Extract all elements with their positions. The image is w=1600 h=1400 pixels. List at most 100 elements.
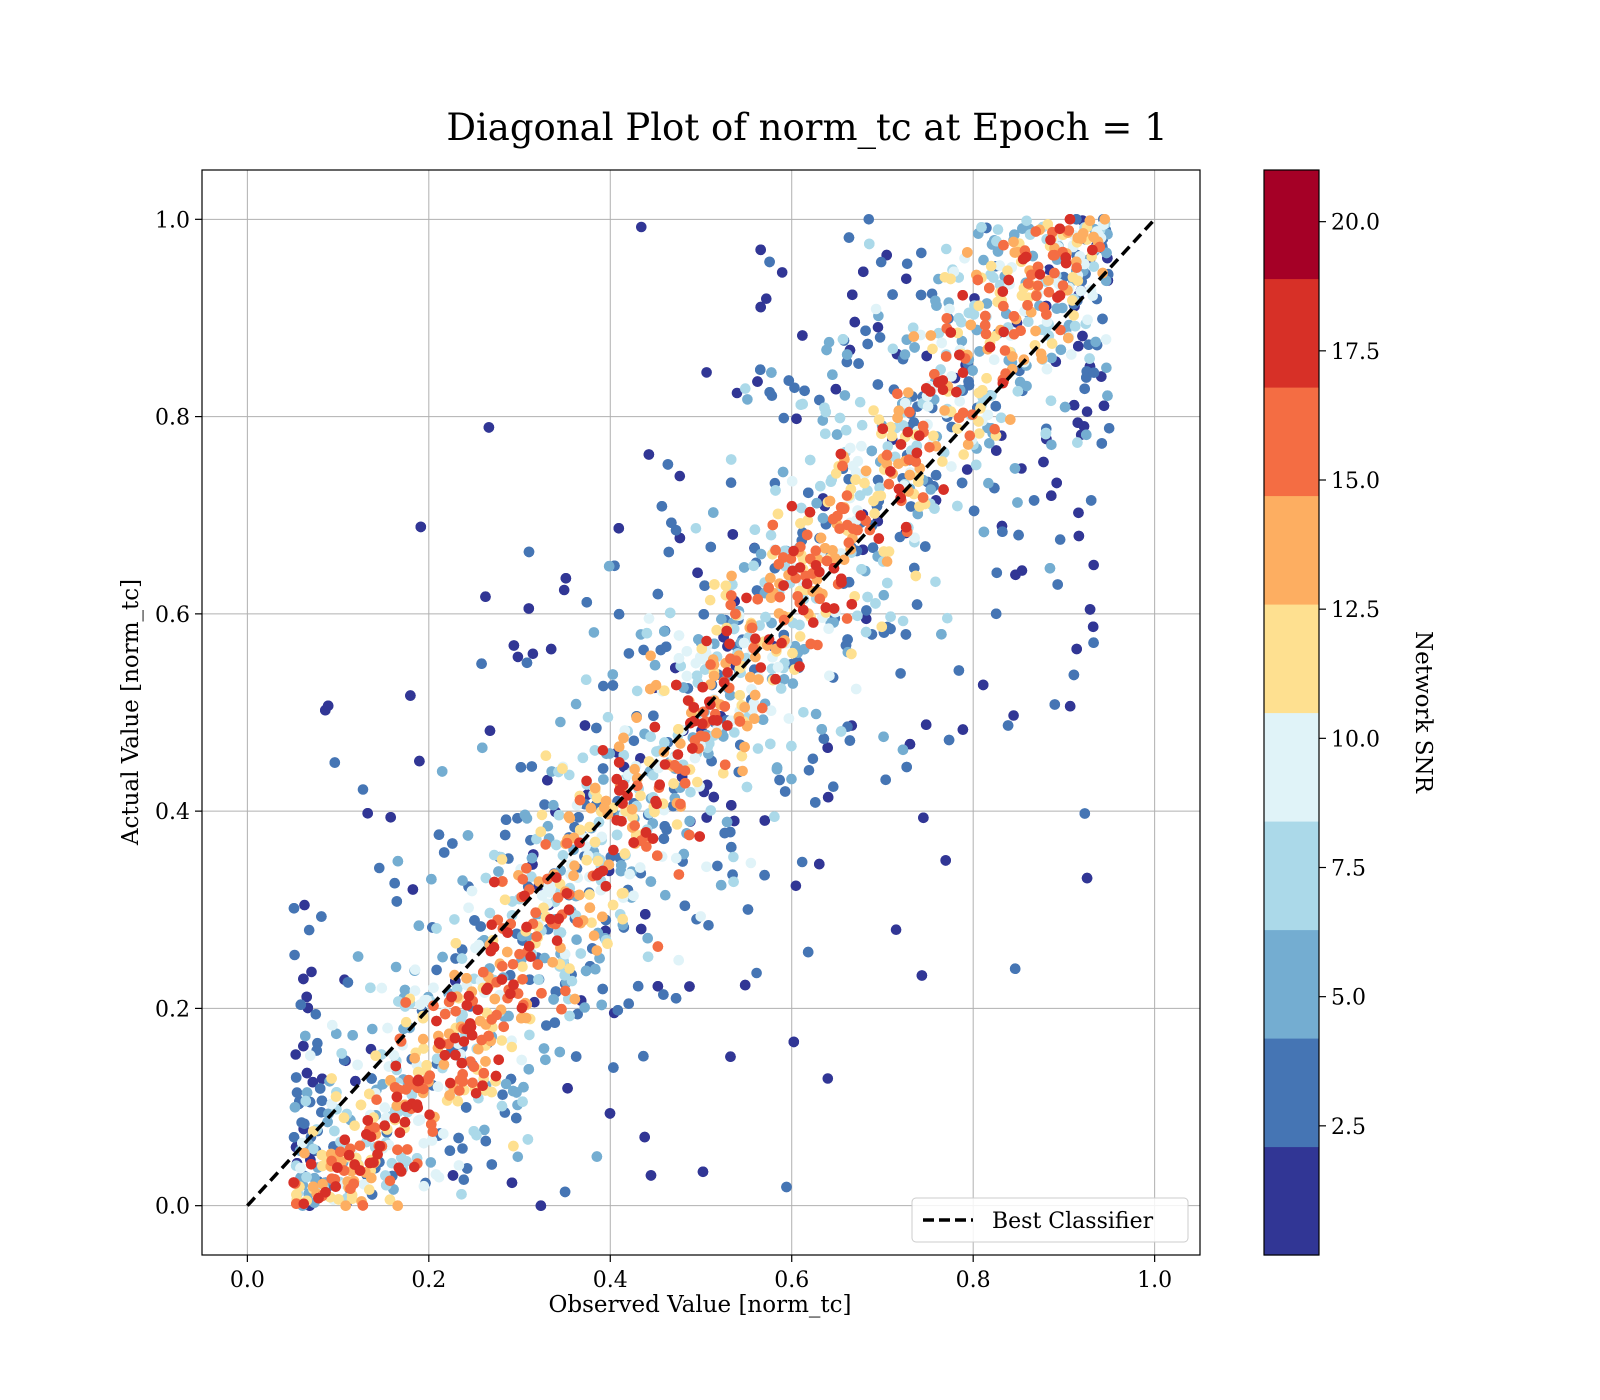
scatter-point: [394, 1127, 406, 1138]
scatter-point: [538, 1043, 550, 1054]
scatter-point: [814, 593, 826, 605]
scatter-point: [295, 999, 307, 1010]
scatter-point: [692, 567, 703, 579]
scatter-point: [917, 420, 929, 432]
scatter-point: [1013, 529, 1024, 541]
scatter-point: [561, 888, 573, 899]
scatter-point: [911, 599, 923, 610]
scatter-point: [1068, 669, 1080, 681]
scatter-point: [675, 798, 686, 810]
scatter-point: [977, 679, 989, 691]
scatter-point: [1073, 507, 1084, 519]
scatter-point: [643, 613, 655, 624]
scatter-point: [635, 790, 646, 802]
scatter-point: [523, 1064, 535, 1075]
scatter-point: [438, 1059, 450, 1070]
scatter-point: [846, 648, 857, 660]
scatter-point: [320, 1187, 331, 1198]
scatter-point: [1099, 214, 1111, 225]
scatter-point: [822, 791, 834, 803]
scatter-point: [291, 1087, 303, 1098]
scatter-point: [886, 430, 898, 442]
colorbar-segment: [1264, 170, 1319, 280]
scatter-point: [570, 1051, 582, 1062]
scatter-point: [450, 1049, 461, 1061]
scatter-point: [390, 961, 402, 973]
scatter-point: [497, 1089, 508, 1100]
scatter-point: [711, 727, 722, 739]
scatter-point: [336, 1048, 348, 1059]
scatter-point: [586, 917, 597, 928]
scatter-point: [463, 990, 475, 1002]
scatter-point: [531, 931, 542, 942]
scatter-point: [313, 1192, 324, 1204]
scatter-point: [749, 689, 761, 701]
scatter-point: [696, 643, 708, 655]
scatter-point: [399, 1116, 411, 1128]
scatter-point: [333, 1194, 344, 1205]
scatter-point: [856, 564, 867, 575]
scatter-point: [1008, 236, 1019, 248]
scatter-point: [314, 1083, 326, 1094]
scatter-point: [374, 1141, 386, 1152]
scatter-point: [362, 808, 374, 819]
scatter-point: [340, 1200, 352, 1211]
scatter-point: [721, 625, 733, 637]
scatter-point: [859, 477, 870, 489]
scatter-point: [1079, 383, 1090, 395]
scatter-point: [741, 592, 752, 604]
scatter-point: [688, 702, 700, 713]
scatter-point: [748, 560, 759, 572]
scatter-point: [722, 720, 733, 731]
scatter-point: [647, 833, 659, 844]
scatter-point: [873, 414, 885, 426]
scatter-point: [556, 1003, 567, 1015]
scatter-point: [821, 344, 832, 356]
scatter-point: [470, 1088, 482, 1099]
scatter-point: [715, 879, 727, 891]
scatter-point: [379, 1102, 391, 1113]
scatter-point: [486, 919, 498, 930]
scatter-point: [629, 820, 640, 831]
scatter-point: [298, 973, 309, 985]
x-tick-label: 0.2: [411, 1268, 446, 1293]
scatter-point: [868, 495, 879, 507]
scatter-point: [611, 829, 623, 841]
scatter-point: [771, 764, 783, 775]
scatter-point: [720, 580, 732, 592]
scatter-point: [542, 882, 554, 894]
scatter-point: [451, 983, 463, 995]
scatter-point: [305, 1050, 316, 1061]
scatter-point: [661, 824, 672, 835]
scatter-point: [791, 413, 802, 425]
scatter-point: [815, 480, 826, 492]
scatter-point: [589, 745, 601, 756]
scatter-point: [741, 781, 753, 793]
scatter-point: [604, 1108, 616, 1119]
scatter-point: [856, 419, 868, 431]
scatter-point: [301, 991, 313, 1003]
scatter-point: [640, 909, 651, 920]
scatter-point: [924, 442, 935, 453]
scatter-point: [472, 1004, 484, 1016]
scatter-point: [718, 768, 729, 779]
scatter-point: [473, 1043, 484, 1055]
scatter-point: [1084, 215, 1096, 226]
scatter-point: [697, 681, 708, 693]
scatter-point: [300, 1095, 312, 1107]
scatter-point: [517, 1096, 528, 1107]
scatter-point: [755, 301, 766, 313]
scatter-point: [465, 1021, 477, 1033]
scatter-point: [631, 712, 642, 723]
scatter-point: [794, 661, 805, 672]
scatter-point: [974, 346, 985, 357]
scatter-point: [467, 1077, 478, 1089]
colorbar-tick-label: 7.5: [1331, 857, 1366, 882]
scatter-point: [701, 635, 712, 647]
scatter-point: [925, 330, 937, 341]
scatter-point: [745, 671, 756, 683]
scatter-point: [470, 942, 481, 954]
scatter-point: [354, 1165, 366, 1176]
scatter-point: [988, 272, 999, 284]
scatter-point: [804, 454, 816, 466]
